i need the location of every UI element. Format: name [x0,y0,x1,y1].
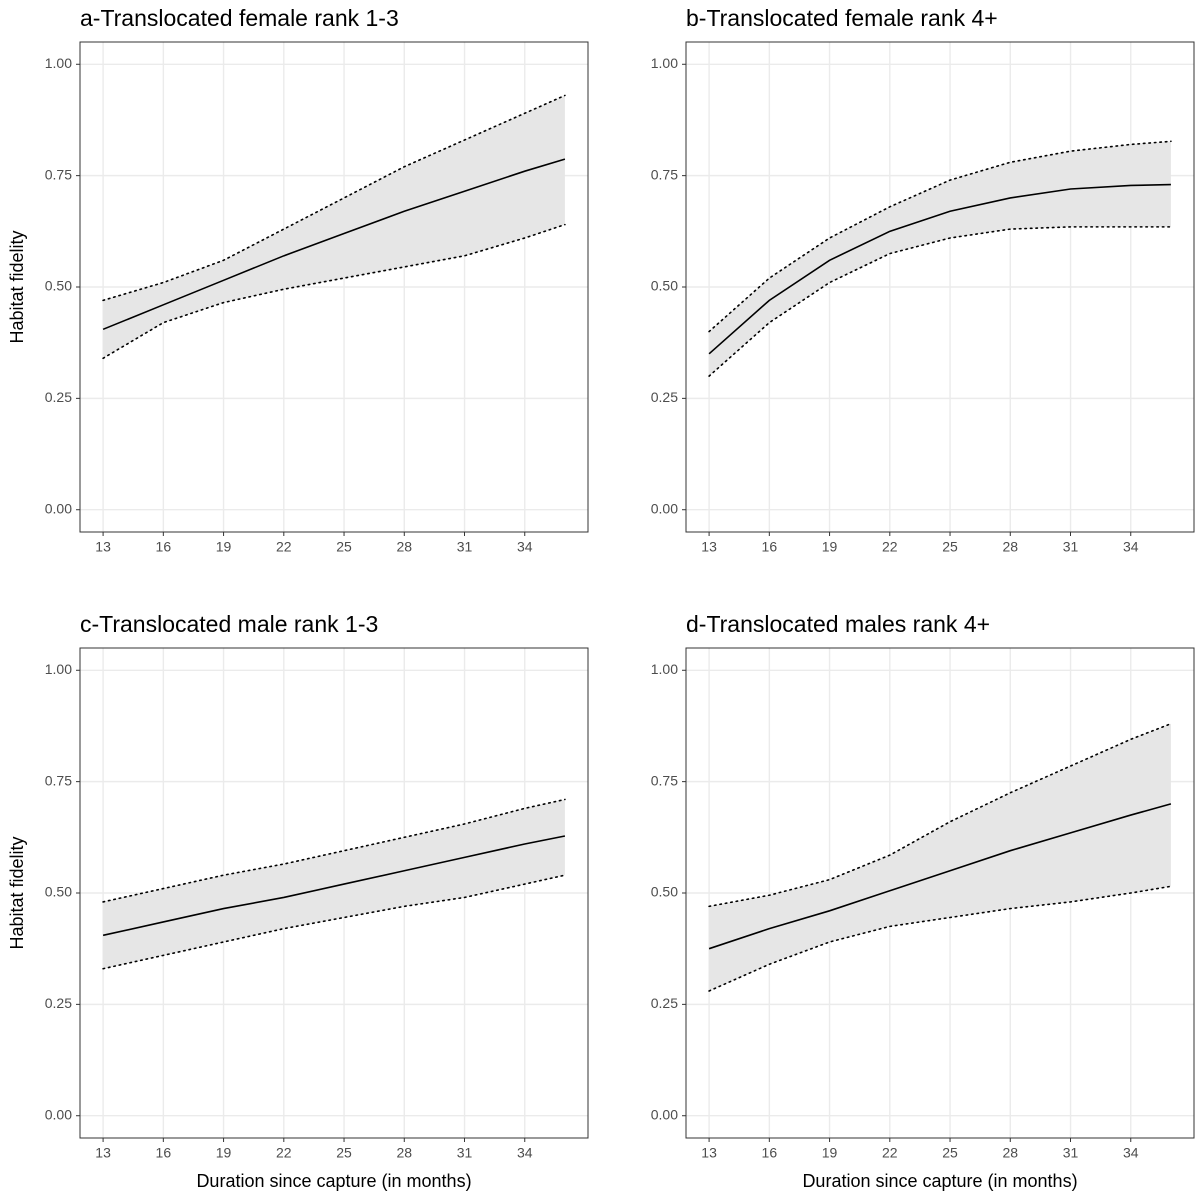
lower-bound [102,874,566,970]
x-tick-label: 16 [156,539,172,555]
fit-line [708,183,1171,355]
y-tick-label: 0.50 [45,884,72,900]
x-tick-label: 28 [396,539,412,555]
x-tick-label: 34 [1123,1145,1139,1161]
panel-title: b-Translocated female rank 4+ [686,5,998,31]
upper-bound [102,94,566,302]
panel-title: d-Translocated males rank 4+ [686,611,990,637]
plot-border [79,41,589,533]
y-tick-label: 1.00 [651,55,678,71]
panel: 0.00 0.25 0.50 0.75 1.00 13 16 19 22 25 28 31 34 d-Tr… [651,611,1195,1191]
x-tick-label: 25 [942,1145,958,1161]
y-tick-label: 0.00 [651,1106,678,1122]
y-tick-label: 0.50 [45,278,72,294]
upper-bound [102,798,566,903]
x-tick-label: 28 [396,1145,412,1161]
x-tick-label: 13 [95,539,111,555]
panel: 0.00 0.25 0.50 0.75 1.00 13 16 19 22 25 28 31 34 a-Tr… [7,5,589,555]
x-tick-label: 19 [216,1145,232,1161]
fit-line [102,158,566,331]
x-tick-label: 31 [457,1145,473,1161]
confidence-band [709,723,1171,991]
x-tick-label: 31 [1063,539,1079,555]
lower-bound [708,885,1172,992]
fit-line [102,835,566,937]
x-tick-label: 19 [822,1145,838,1161]
x-tick-label: 16 [762,1145,778,1161]
x-tick-label: 16 [762,539,778,555]
y-axis-title: Habitat fidelity [7,230,27,343]
y-tick-label: 0.75 [45,772,72,788]
plot-border [685,647,1195,1139]
x-axis-title: Duration since capture (in months) [802,1171,1077,1191]
x-tick-label: 19 [216,539,232,555]
y-tick-label: 0.50 [651,884,678,900]
x-tick-label: 28 [1002,539,1018,555]
x-tick-label: 22 [276,539,292,555]
x-tick-label: 34 [517,1145,533,1161]
y-tick-label: 0.25 [45,389,72,405]
y-tick-label: 0.25 [651,389,678,405]
y-axis-title: Habitat fidelity [7,836,27,949]
y-tick-label: 0.50 [651,278,678,294]
x-axis-title: Duration since capture (in months) [196,1171,471,1191]
x-tick-label: 34 [517,539,533,555]
fit-line [708,803,1172,950]
panel-title: c-Translocated male rank 1-3 [80,611,378,637]
confidence-band [709,141,1171,377]
upper-bound [708,722,1172,908]
y-tick-label: 0.00 [651,500,678,516]
x-tick-label: 22 [882,1145,898,1161]
x-tick-label: 34 [1123,539,1139,555]
lower-bound [708,226,1172,377]
y-tick-label: 1.00 [45,55,72,71]
x-tick-label: 25 [942,539,958,555]
x-tick-label: 19 [822,539,838,555]
x-tick-label: 22 [882,539,898,555]
confidence-band [103,799,565,969]
x-tick-label: 13 [701,1145,717,1161]
x-tick-label: 13 [701,539,717,555]
y-tick-label: 1.00 [45,661,72,677]
y-tick-label: 0.00 [45,500,72,516]
plot-border [685,41,1195,533]
panel: 0.00 0.25 0.50 0.75 1.00 13 16 19 22 25 28 31 34 c-Tr… [7,611,589,1191]
x-tick-label: 31 [457,539,473,555]
x-tick-label: 16 [156,1145,172,1161]
y-tick-label: 1.00 [651,661,678,677]
y-tick-label: 0.75 [651,772,678,788]
y-tick-label: 0.25 [651,995,678,1011]
x-tick-label: 25 [336,1145,352,1161]
x-tick-label: 25 [336,539,352,555]
y-tick-label: 0.25 [45,995,72,1011]
plot-border [79,647,589,1139]
x-tick-label: 22 [276,1145,292,1161]
confidence-band [103,95,565,359]
y-tick-label: 0.75 [45,166,72,182]
x-tick-label: 13 [95,1145,111,1161]
panel: 0.00 0.25 0.50 0.75 1.00 13 16 19 22 25 28 31 34 b-Tr… [651,5,1195,555]
x-tick-label: 28 [1002,1145,1018,1161]
y-tick-label: 0.75 [651,166,678,182]
panel-title: a-Translocated female rank 1-3 [80,5,399,31]
x-tick-label: 31 [1063,1145,1079,1161]
y-tick-label: 0.00 [45,1106,72,1122]
upper-bound [708,140,1172,333]
